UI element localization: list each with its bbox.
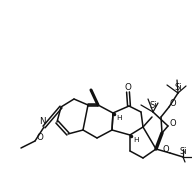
Text: Si: Si	[174, 82, 182, 92]
Text: H: H	[116, 115, 122, 121]
Text: Si: Si	[149, 102, 157, 110]
Text: Si: Si	[179, 147, 187, 157]
Text: N: N	[39, 118, 45, 126]
Text: O: O	[36, 134, 43, 143]
Text: O: O	[170, 98, 176, 108]
Text: H: H	[133, 137, 139, 143]
Text: O: O	[170, 118, 176, 128]
Text: O: O	[125, 84, 132, 92]
Text: O: O	[163, 145, 169, 153]
